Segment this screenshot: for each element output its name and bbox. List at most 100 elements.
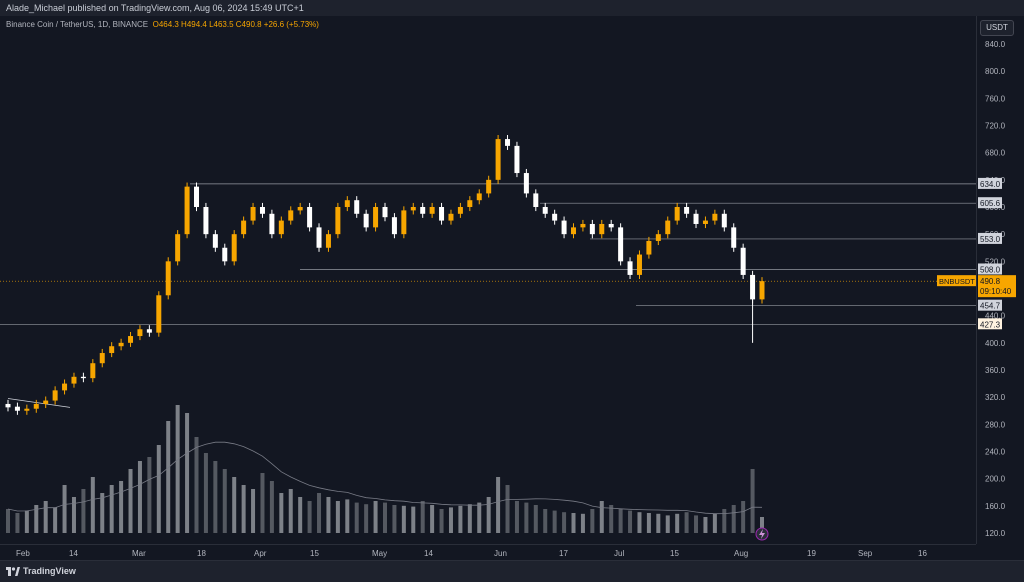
volume-bar: [251, 489, 256, 533]
time-tick-label: Jul: [614, 549, 624, 558]
candlestick-chart[interactable]: BNBUSDT: [0, 16, 976, 544]
candle: [505, 135, 511, 150]
price-scale[interactable]: 840.0800.0760.0720.0680.0640.0600.0560.0…: [976, 16, 1024, 544]
svg-text:BNBUSDT: BNBUSDT: [939, 277, 975, 286]
volume-bar: [109, 485, 114, 533]
volume-bar: [703, 517, 708, 533]
time-tick-label: Aug: [734, 549, 748, 558]
candle: [146, 325, 152, 337]
candle: [212, 230, 218, 252]
volume-ma-line: [7, 441, 763, 515]
candle: [627, 257, 633, 279]
candle: [401, 206, 407, 239]
candle: [43, 396, 49, 409]
volume-bar: [599, 501, 604, 533]
time-tick-label: Apr: [254, 549, 267, 558]
candle: [128, 331, 134, 347]
tradingview-logo[interactable]: TradingView: [6, 566, 76, 577]
volume-bar: [420, 501, 425, 533]
volume-bar: [194, 437, 199, 533]
volume-bar: [288, 489, 293, 533]
volume-bar: [185, 413, 190, 533]
currency-button[interactable]: USDT: [980, 20, 1014, 36]
candle: [62, 379, 68, 395]
volume-bar: [166, 421, 171, 533]
candle: [467, 196, 473, 212]
time-tick-label: 14: [424, 549, 433, 558]
volume-bar: [6, 509, 10, 533]
volume-bar: [345, 499, 350, 533]
price-tick-label: 520.0: [985, 257, 1006, 266]
trend-line[interactable]: [7, 398, 71, 408]
tradingview-logo-icon: [6, 567, 20, 577]
candle: [391, 213, 397, 239]
last-price-tag: 490.809:10:40: [978, 275, 1016, 298]
candle: [589, 219, 595, 239]
volume-bar: [241, 485, 246, 533]
time-axis: Feb 14 Mar 18 Apr 15 May 14 Jun 17 Jul 15 Aug 19 Sep 16: [16, 549, 927, 558]
last-price-value: 490.8: [980, 277, 1001, 286]
publish-line: Alade_Michael published on TradingView.c…: [6, 3, 304, 13]
candle: [231, 230, 237, 266]
svg-text:605.6: 605.6: [980, 199, 1001, 208]
volume-bar: [731, 505, 736, 533]
price-tick-label: 400.0: [985, 339, 1006, 348]
brand-name: TradingView: [23, 566, 76, 576]
candle: [448, 209, 454, 225]
candle: [571, 223, 576, 239]
volume-bar: [147, 457, 152, 533]
volume-bar: [119, 481, 124, 533]
candle: [684, 202, 690, 218]
candle: [156, 291, 162, 337]
volume-bar: [53, 507, 58, 533]
candle: [297, 202, 303, 215]
candle: [5, 399, 11, 412]
chart-pane[interactable]: BNBUSDT: [0, 16, 976, 544]
volume-bar: [486, 497, 491, 533]
candle: [278, 216, 284, 239]
time-scale[interactable]: Feb 14 Mar 18 Apr 15 May 14 Jun 17 Jul 15 Aug 19 Sep 16: [0, 544, 976, 561]
candle: [288, 206, 294, 225]
candle: [52, 386, 58, 405]
candle: [99, 348, 105, 368]
volume-bar: [552, 510, 557, 533]
lightning-icon[interactable]: [755, 527, 769, 541]
candle: [439, 202, 445, 225]
candle: [307, 202, 313, 232]
svg-text:634.0: 634.0: [980, 180, 1001, 189]
candle: [674, 202, 680, 225]
candle: [118, 338, 124, 351]
candle: [354, 196, 360, 218]
volume-bar: [665, 515, 670, 533]
volume-bar: [750, 469, 755, 533]
candle: [552, 209, 558, 225]
svg-text:454.7: 454.7: [980, 302, 1001, 311]
candle: [109, 342, 115, 358]
candle: [759, 277, 765, 304]
volume-bar: [562, 512, 567, 533]
volume-bar: [222, 469, 227, 533]
volume-bar: [81, 489, 86, 533]
time-tick-label: May: [372, 549, 387, 558]
candle: [344, 196, 350, 212]
candle: [561, 216, 567, 239]
candle: [33, 399, 39, 413]
symbol-legend: Binance Coin / TetherUS, 1D, BINANCE O46…: [6, 20, 319, 29]
volume-bar: [609, 505, 614, 533]
volume-bar: [760, 517, 764, 533]
candle: [523, 168, 529, 198]
time-tick-label: 18: [197, 549, 206, 558]
time-tick-label: 16: [918, 549, 927, 558]
price-tick-label: 440.0: [985, 312, 1006, 321]
volume-bar: [430, 505, 435, 533]
candle: [90, 359, 96, 383]
volume-bar: [90, 477, 95, 533]
candle: [316, 223, 322, 252]
volume-bar: [448, 507, 453, 533]
svg-text:553.0: 553.0: [980, 235, 1001, 244]
volume-bar: [722, 509, 727, 533]
volume-bar: [571, 513, 576, 533]
volume-bar: [467, 504, 472, 533]
volume-bar: [543, 509, 548, 533]
price-tick-label: 840.0: [985, 40, 1006, 49]
